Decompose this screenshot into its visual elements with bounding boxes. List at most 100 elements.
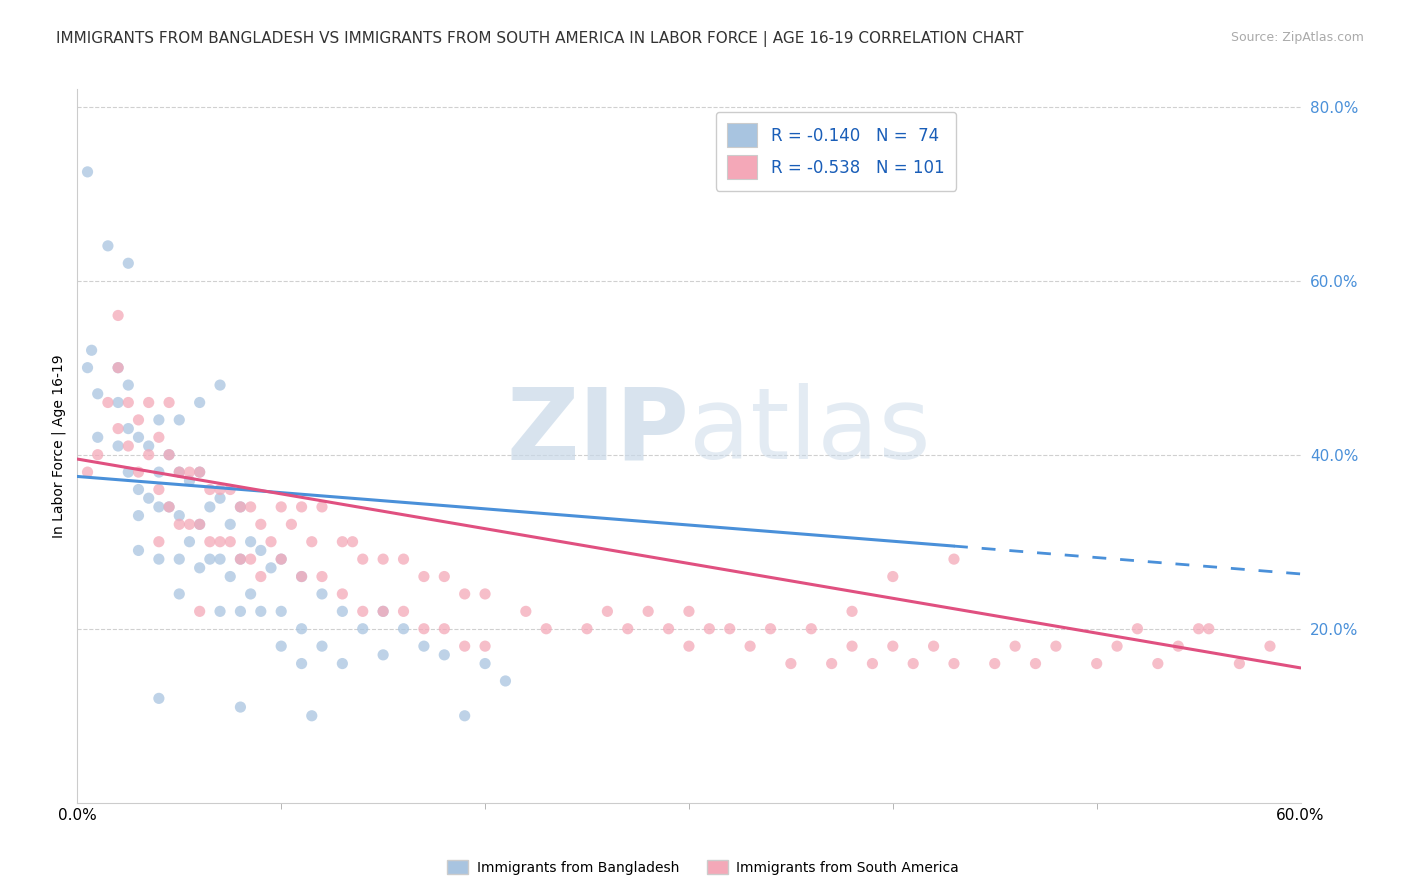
Point — [1198, 622, 1220, 636]
Point — [617, 622, 640, 636]
Point — [800, 622, 823, 636]
Point — [352, 622, 374, 636]
Point — [169, 517, 191, 532]
Point — [80, 343, 103, 358]
Point — [219, 534, 242, 549]
Point — [1188, 622, 1211, 636]
Point — [239, 552, 262, 566]
Point — [209, 491, 232, 506]
Point — [97, 395, 120, 409]
Point — [239, 534, 262, 549]
Text: IMMIGRANTS FROM BANGLADESH VS IMMIGRANTS FROM SOUTH AMERICA IN LABOR FORCE | AGE: IMMIGRANTS FROM BANGLADESH VS IMMIGRANTS… — [56, 31, 1024, 47]
Point — [117, 395, 139, 409]
Point — [250, 569, 273, 583]
Point — [188, 561, 211, 575]
Point — [392, 622, 415, 636]
Point — [107, 360, 129, 375]
Point — [250, 604, 273, 618]
Point — [1229, 657, 1251, 671]
Point — [76, 465, 98, 479]
Point — [332, 657, 354, 671]
Point — [270, 500, 292, 514]
Point — [229, 500, 252, 514]
Point — [128, 413, 150, 427]
Point — [454, 708, 477, 723]
Point — [209, 534, 232, 549]
Point — [291, 569, 314, 583]
Point — [943, 657, 966, 671]
Y-axis label: In Labor Force | Age 16-19: In Labor Force | Age 16-19 — [52, 354, 66, 538]
Point — [301, 534, 323, 549]
Point — [229, 500, 252, 514]
Point — [188, 465, 211, 479]
Point — [332, 604, 354, 618]
Point — [138, 491, 160, 506]
Text: atlas: atlas — [689, 384, 931, 480]
Point — [76, 165, 98, 179]
Point — [536, 622, 558, 636]
Point — [332, 534, 354, 549]
Point — [280, 517, 302, 532]
Point — [169, 587, 191, 601]
Point — [219, 517, 242, 532]
Point — [413, 639, 436, 653]
Point — [454, 639, 477, 653]
Point — [229, 552, 252, 566]
Point — [311, 569, 333, 583]
Point — [128, 508, 150, 523]
Point — [1085, 657, 1108, 671]
Point — [841, 639, 863, 653]
Point — [433, 569, 456, 583]
Point — [229, 552, 252, 566]
Point — [474, 587, 496, 601]
Point — [903, 657, 925, 671]
Point — [179, 474, 201, 488]
Point — [169, 508, 191, 523]
Point — [371, 604, 394, 618]
Point — [371, 604, 394, 618]
Point — [515, 604, 537, 618]
Point — [169, 552, 191, 566]
Point — [87, 448, 110, 462]
Point — [311, 639, 333, 653]
Point — [352, 604, 374, 618]
Point — [198, 483, 221, 497]
Point — [107, 360, 129, 375]
Point — [148, 534, 170, 549]
Point — [433, 622, 456, 636]
Point — [219, 483, 242, 497]
Point — [107, 439, 129, 453]
Legend: Immigrants from Bangladesh, Immigrants from South America: Immigrants from Bangladesh, Immigrants f… — [441, 855, 965, 880]
Point — [117, 465, 139, 479]
Point — [413, 622, 436, 636]
Point — [128, 483, 150, 497]
Point — [678, 639, 700, 653]
Point — [1045, 639, 1067, 653]
Point — [413, 569, 436, 583]
Point — [169, 465, 191, 479]
Point — [148, 500, 170, 514]
Point — [922, 639, 945, 653]
Point — [1147, 657, 1170, 671]
Point — [188, 517, 211, 532]
Point — [1025, 657, 1047, 671]
Point — [117, 256, 139, 270]
Point — [841, 604, 863, 618]
Point — [270, 552, 292, 566]
Text: Source: ZipAtlas.com: Source: ZipAtlas.com — [1230, 31, 1364, 45]
Point — [301, 708, 323, 723]
Point — [87, 430, 110, 444]
Point — [157, 448, 180, 462]
Point — [157, 500, 180, 514]
Point — [943, 552, 966, 566]
Point — [371, 648, 394, 662]
Point — [179, 465, 201, 479]
Point — [454, 587, 477, 601]
Point — [352, 552, 374, 566]
Point — [699, 622, 721, 636]
Legend: R = -0.140   N =  74, R = -0.538   N = 101: R = -0.140 N = 74, R = -0.538 N = 101 — [716, 112, 956, 191]
Point — [107, 395, 129, 409]
Point — [169, 465, 191, 479]
Point — [474, 639, 496, 653]
Point — [596, 604, 619, 618]
